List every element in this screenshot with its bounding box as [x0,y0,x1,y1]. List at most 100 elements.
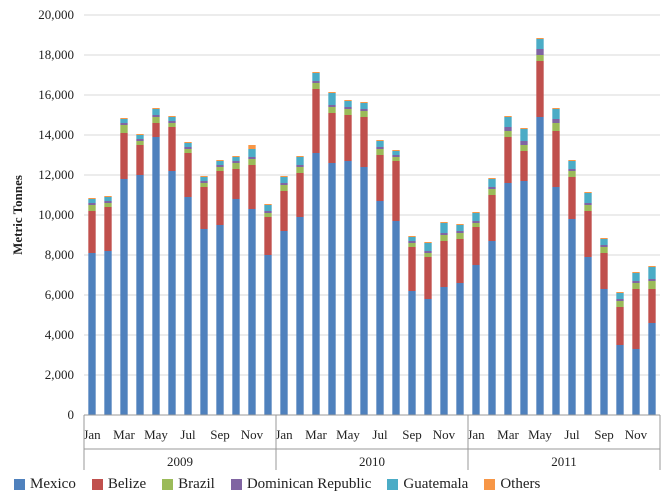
legend-item: Belize [91,475,147,493]
bar-segment-dominican-republic [264,211,272,213]
bar-segment-dominican-republic [104,201,112,203]
x-month-label: Sep [210,427,230,442]
bar-segment-mexico [120,179,128,415]
bar-segment-brazil [344,109,352,115]
bar-segment-dominican-republic [232,161,240,163]
bar-segment-others [296,156,304,157]
bar-segment-dominican-republic [152,115,160,117]
bar-segment-guatemala [248,149,256,157]
bar-segment-brazil [264,213,272,217]
x-month-label: Jul [180,427,196,442]
bar-segment-belize [600,253,608,289]
bar-segment-guatemala [552,109,560,119]
bar-segment-guatemala [280,177,288,183]
bar-segment-brazil [312,83,320,89]
bar-segment-dominican-republic [280,183,288,185]
y-tick-label: 14,000 [38,127,74,142]
bar-segment-belize [440,241,448,287]
bar-segment-belize [88,211,96,253]
bar-segment-others [584,192,592,193]
bar-segment-mexico [440,287,448,415]
bar-segment-belize [360,117,368,167]
bar-segment-mexico [184,197,192,415]
bar-segment-others [648,266,656,267]
bar-segment-brazil [216,167,224,171]
bar-segment-dominican-republic [440,233,448,235]
bar-segment-brazil [296,167,304,173]
bar-segment-dominican-republic [424,251,432,253]
bar-segment-mexico [296,217,304,415]
bar-segment-guatemala [392,151,400,155]
bar-segment-brazil [632,283,640,289]
bar-segment-brazil [568,171,576,177]
bar-segment-guatemala [120,119,128,123]
bar-segment-mexico [536,117,544,415]
bar-segment-mexico [616,345,624,415]
bar-segment-brazil [152,117,160,123]
bar-segment-mexico [264,255,272,415]
bar-segment-brazil [280,185,288,191]
bar-segment-dominican-republic [488,187,496,189]
bar-segment-belize [232,169,240,199]
y-tick-label: 18,000 [38,47,74,62]
bar-segment-dominican-republic [536,49,544,55]
bar-segment-belize [456,239,464,283]
bar-segment-others [552,108,560,109]
bar-segment-mexico [312,153,320,415]
bar-segment-belize [136,145,144,175]
bar-segment-mexico [408,291,416,415]
bar-segment-dominican-republic [504,127,512,131]
y-tick-label: 0 [68,407,75,422]
bar-segment-mexico [248,209,256,415]
y-tick-label: 8,000 [45,247,74,262]
bar-segment-belize [280,191,288,231]
bar-segment-belize [472,227,480,265]
bar-segment-brazil [184,149,192,153]
bar-segment-mexico [360,167,368,415]
bar-segment-guatemala [264,205,272,211]
bar-segment-guatemala [232,157,240,161]
legend-label: Belize [107,475,147,492]
bar-segment-guatemala [168,117,176,121]
bar-segment-others [88,198,96,199]
bar-segment-guatemala [152,109,160,115]
bar-segment-others [344,100,352,101]
bar-segment-belize [216,171,224,225]
bar-segment-guatemala [568,161,576,169]
x-year-label: 2010 [359,454,385,469]
bar-segment-mexico [424,299,432,415]
bar-segment-brazil [616,301,624,307]
bar-segment-brazil [104,203,112,207]
bar-segment-guatemala [88,199,96,203]
bar-segment-others [248,145,256,149]
bar-segment-guatemala [472,213,480,221]
bar-segment-belize [408,247,416,291]
gridlines [84,14,660,376]
bar-segment-others [376,140,384,141]
bar-segment-others [312,72,320,73]
x-month-label: Nov [241,427,264,442]
bar-segment-others [472,212,480,213]
bar-segment-mexico [552,187,560,415]
x-month-label: Nov [625,427,648,442]
bar-segment-others [168,116,176,117]
x-month-label: May [528,427,552,442]
bar-segment-dominican-republic [456,231,464,233]
bar-segment-others [504,116,512,117]
x-month-label: Jul [372,427,388,442]
bar-segment-guatemala [328,93,336,105]
bar-segment-mexico [584,257,592,415]
bar-segment-dominican-republic [296,165,304,167]
bar-segment-belize [152,123,160,137]
bars [88,38,656,415]
bar-segment-guatemala [360,103,368,109]
bar-segment-dominican-republic [344,107,352,109]
bar-segment-mexico [136,175,144,415]
legend-swatch [387,478,399,490]
bar-segment-belize [328,113,336,163]
y-tick-label: 16,000 [38,87,74,102]
bar-segment-guatemala [456,225,464,231]
bar-segment-guatemala [104,197,112,201]
bar-segment-brazil [392,157,400,161]
bar-segment-belize [264,217,272,255]
